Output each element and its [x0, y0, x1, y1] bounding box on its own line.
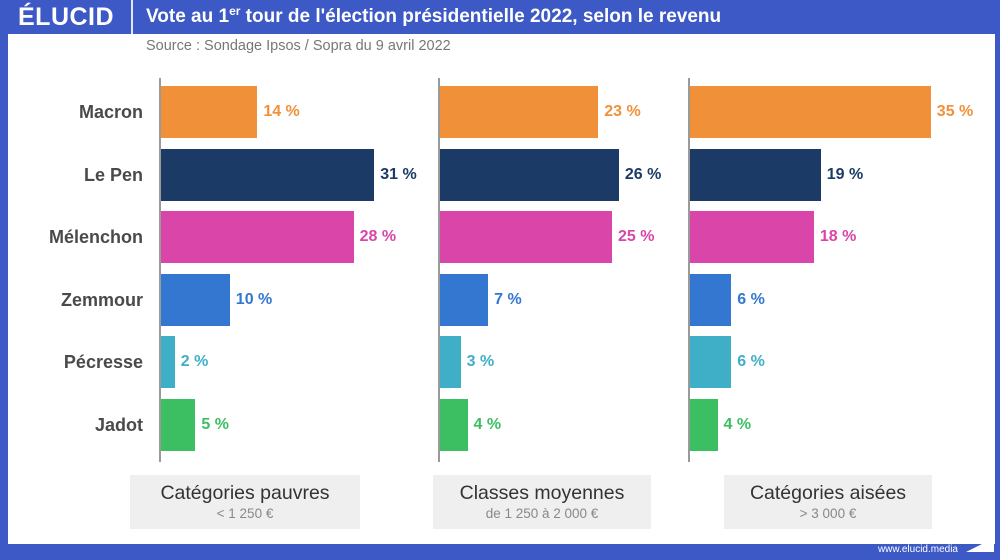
bar-categories-aisees-jadot: [690, 399, 718, 451]
bar-classes-moyennes-jadot: [440, 399, 468, 451]
bar-categories-pauvres-le-pen: [161, 148, 375, 201]
bar-classes-moyennes-zemmour: [440, 273, 489, 326]
panel-caption-categories-aisees: Catégories aisées > 3 000 €: [724, 475, 932, 529]
panel-title: Catégories aisées: [749, 482, 907, 504]
bar-categories-aisees-macron: [690, 86, 931, 138]
candidate-label-le-pen: Le Pen: [83, 164, 143, 185]
value-label-categories-aisees-macron: 35 %: [936, 103, 974, 120]
candidate-label-jadot: Jadot: [94, 415, 143, 435]
panel-caption-classes-moyennes: Classes moyennes de 1 250 à 2 000 €: [433, 475, 651, 529]
candidate-label-zemmour: Zemmour: [60, 289, 143, 310]
candidate-label-pecresse: Pécresse: [63, 352, 143, 373]
title-suffix: tour de l'élection présidentielle 2022, …: [240, 6, 722, 27]
candidate-label-macron: Macron: [78, 102, 143, 122]
axis-line-categories-pauvres: [159, 78, 161, 462]
bar-categories-pauvres-pecresse: [161, 336, 175, 389]
axis-line-categories-aisees: [688, 78, 690, 462]
value-label-categories-aisees-zemmour: 6 %: [737, 290, 765, 308]
title-sup: er: [229, 4, 241, 18]
panel-income-range: > 3 000 €: [799, 506, 857, 521]
value-label-categories-aisees-melenchon: 18 %: [819, 228, 857, 246]
value-label-categories-aisees-pecresse: 6 %: [737, 353, 765, 371]
panel-caption-categories-pauvres: Catégories pauvres < 1 250 €: [130, 475, 360, 529]
value-label-classes-moyennes-macron: 23 %: [604, 103, 641, 120]
bar-categories-aisees-le-pen: [690, 148, 821, 201]
value-label-categories-pauvres-jadot: 5 %: [201, 416, 229, 433]
bar-categories-pauvres-zemmour: [161, 273, 230, 326]
bar-classes-moyennes-le-pen: [440, 148, 619, 201]
bar-categories-aisees-melenchon: [690, 211, 814, 264]
value-label-categories-pauvres-zemmour: 10 %: [235, 290, 273, 308]
value-label-classes-moyennes-pecresse: 3 %: [466, 353, 495, 371]
chart-title: Vote au 1er tour de l'élection président…: [146, 5, 721, 29]
bar-classes-moyennes-pecresse: [440, 336, 461, 389]
value-label-classes-moyennes-jadot: 4 %: [473, 416, 502, 433]
title-prefix: Vote au 1: [146, 6, 230, 27]
value-label-categories-pauvres-pecresse: 2 %: [180, 353, 209, 371]
chart-subtitle: Source : Sondage Ipsos / Sopra du 9 avri…: [146, 38, 451, 54]
bar-classes-moyennes-melenchon: [440, 211, 612, 264]
value-label-categories-pauvres-le-pen: 31 %: [380, 165, 417, 183]
panel-income-range: de 1 250 à 2 000 €: [485, 506, 599, 521]
value-label-categories-pauvres-melenchon: 28 %: [359, 228, 397, 246]
header-divider: [131, 0, 133, 34]
candidate-label-melenchon: Mélenchon: [48, 227, 143, 248]
bar-categories-aisees-zemmour: [690, 273, 732, 326]
value-label-categories-pauvres-macron: 14 %: [263, 103, 300, 120]
panel-income-range: < 1 250 €: [216, 506, 274, 521]
bar-categories-aisees-pecresse: [690, 336, 732, 389]
elucid-flag-icon: [966, 538, 994, 552]
value-label-categories-aisees-le-pen: 19 %: [826, 165, 864, 183]
value-label-classes-moyennes-zemmour: 7 %: [494, 290, 522, 308]
bar-classes-moyennes-macron: [440, 86, 599, 138]
header-bar: [0, 0, 1000, 34]
axis-line-classes-moyennes: [438, 78, 440, 462]
value-label-classes-moyennes-le-pen: 26 %: [624, 165, 662, 183]
bar-categories-pauvres-jadot: [161, 399, 196, 451]
bar-categories-pauvres-melenchon: [161, 211, 354, 264]
elucid-logo: ÉLUCID: [18, 3, 115, 31]
value-label-classes-moyennes-melenchon: 25 %: [618, 228, 655, 246]
footer-url: www.elucid.media: [877, 544, 958, 555]
panel-title: Catégories pauvres: [160, 482, 330, 504]
panel-title: Classes moyennes: [459, 482, 625, 504]
value-label-categories-aisees-jadot: 4 %: [723, 416, 752, 433]
bar-categories-pauvres-macron: [161, 86, 258, 138]
